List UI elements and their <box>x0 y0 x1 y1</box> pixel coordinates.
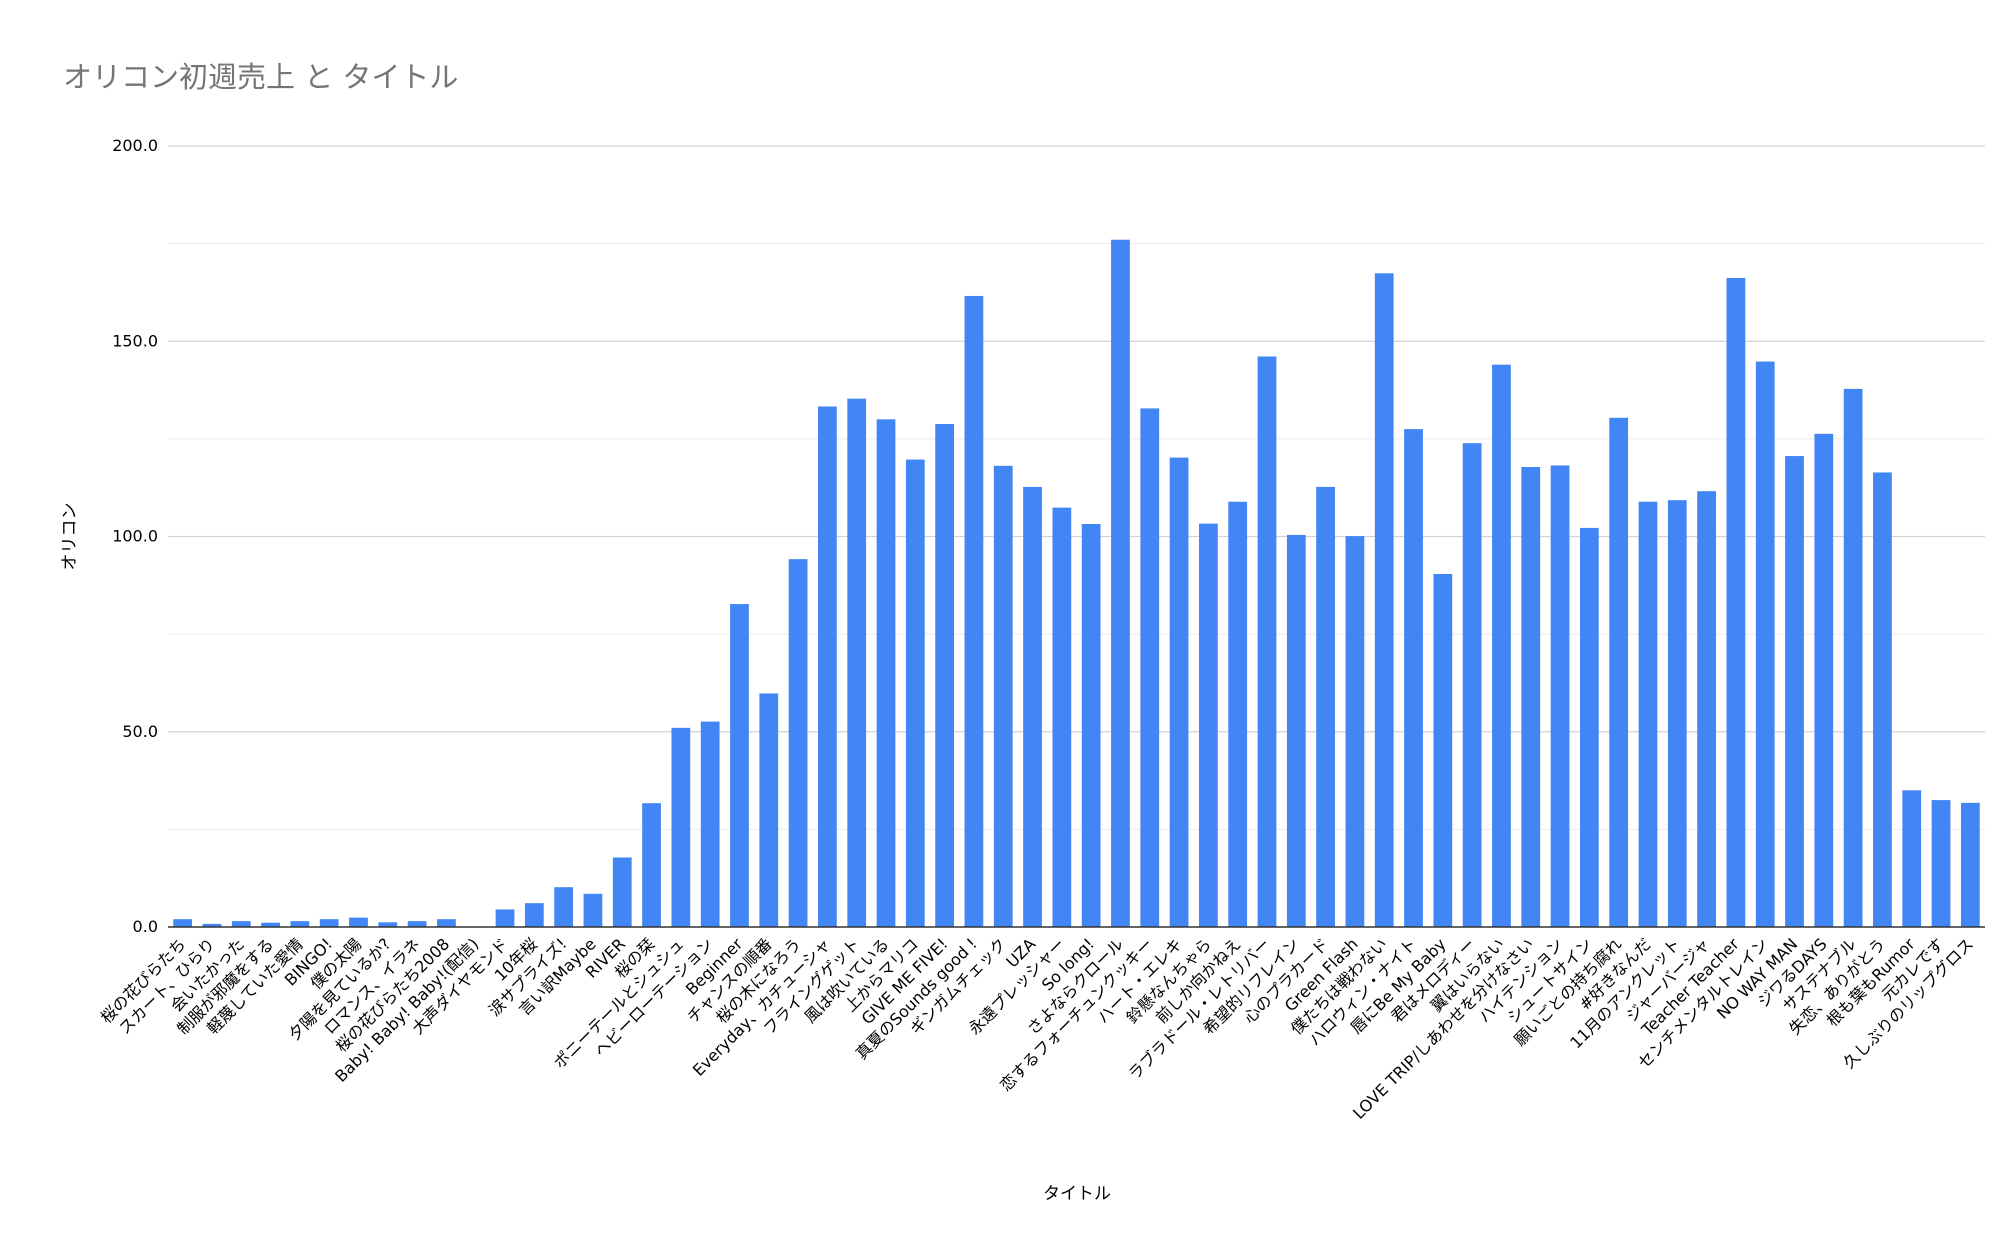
bar <box>935 424 954 927</box>
bar <box>1081 524 1101 927</box>
bar <box>1550 465 1570 927</box>
bar <box>1199 523 1218 927</box>
bar <box>1345 536 1365 927</box>
bar <box>378 922 398 927</box>
bar <box>788 559 808 927</box>
bar <box>583 893 603 927</box>
y-tick-label: 200.0 <box>112 136 158 155</box>
y-axis-title: オリコン <box>60 503 80 571</box>
y-tick-label: 150.0 <box>112 331 158 350</box>
bar <box>1228 501 1248 927</box>
bar <box>437 919 456 927</box>
bar <box>1169 457 1189 927</box>
bar-series <box>173 239 1980 928</box>
gridlines <box>168 145 1985 830</box>
bar <box>1960 802 1980 927</box>
bar <box>1638 501 1658 927</box>
y-axis-ticks: 0.0 50.0 100.0 150.0 200.0 <box>112 136 158 936</box>
bar <box>1111 239 1130 928</box>
bar <box>1257 356 1277 927</box>
bar <box>202 923 222 927</box>
chart-title: オリコン初週売上 と タイトル <box>63 60 458 94</box>
bar <box>1697 491 1716 927</box>
bar <box>554 887 574 927</box>
bar <box>730 604 749 927</box>
bar <box>1404 429 1423 927</box>
bar <box>1433 573 1453 927</box>
bar <box>1609 417 1629 927</box>
bar <box>1726 277 1746 927</box>
bar <box>671 727 691 927</box>
bar <box>1814 433 1834 927</box>
bar <box>1755 361 1775 927</box>
bar <box>524 903 544 927</box>
bar <box>905 459 925 927</box>
bar <box>964 295 984 927</box>
bar <box>847 398 867 927</box>
bar <box>1052 507 1072 927</box>
bar <box>1785 456 1804 927</box>
bar <box>818 406 837 927</box>
bar <box>1579 527 1599 927</box>
y-tick-label: 50.0 <box>122 722 158 741</box>
bar <box>173 919 193 927</box>
bar <box>759 693 779 927</box>
bar <box>876 419 896 927</box>
bar <box>1521 466 1541 927</box>
y-tick-label: 0.0 <box>133 917 158 936</box>
bar <box>1843 388 1863 927</box>
y-tick-label: 100.0 <box>112 527 158 546</box>
bar <box>290 921 310 927</box>
bar <box>1931 800 1951 927</box>
x-axis-title: タイトル <box>1043 1184 1111 1204</box>
bar <box>495 909 515 927</box>
bar <box>261 922 280 927</box>
bar <box>612 857 632 927</box>
bar <box>1667 500 1687 927</box>
bar <box>1316 486 1335 927</box>
bar <box>319 919 339 927</box>
bar <box>1902 790 1922 927</box>
bar <box>1374 273 1394 928</box>
bar <box>231 921 251 927</box>
bar <box>1492 364 1511 927</box>
bar <box>993 465 1013 927</box>
x-axis-ticks: 桜の花びらたちスカート、ひらり会いたかった制服が邪魔をする軽蔑していた愛情BIN… <box>97 934 1977 1123</box>
bar <box>407 921 427 927</box>
bar <box>1462 443 1482 927</box>
bar <box>1286 534 1306 927</box>
bar <box>349 917 368 927</box>
bar <box>700 721 720 927</box>
bar <box>642 803 661 927</box>
bar <box>1873 472 1892 927</box>
bar <box>1140 408 1160 927</box>
bar <box>1023 486 1042 927</box>
